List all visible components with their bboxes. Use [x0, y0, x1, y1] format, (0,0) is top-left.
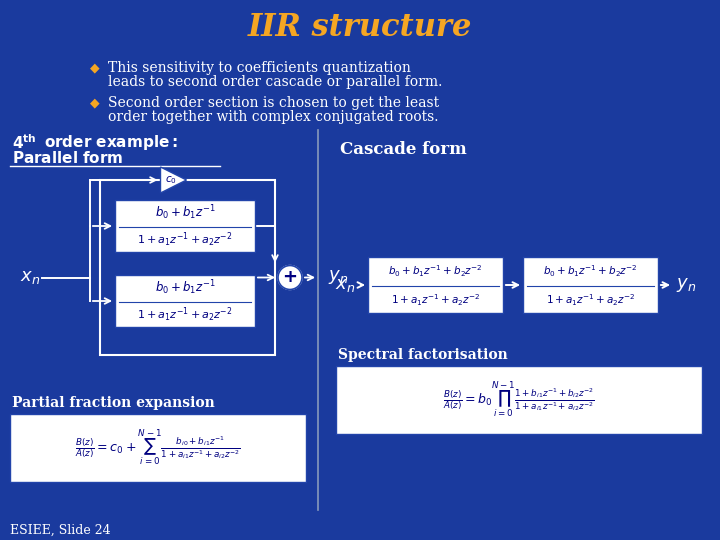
FancyBboxPatch shape [523, 257, 658, 313]
Text: This sensitivity to coefficients quantization: This sensitivity to coefficients quantiz… [108, 61, 411, 75]
Text: ESIEE, Slide 24: ESIEE, Slide 24 [10, 523, 111, 537]
FancyBboxPatch shape [115, 200, 255, 252]
Text: $x_n$: $x_n$ [335, 276, 355, 294]
Text: Partial fraction expansion: Partial fraction expansion [12, 396, 215, 410]
Text: $\mathbf{Parallel\ form}$: $\mathbf{Parallel\ form}$ [12, 150, 124, 166]
Text: $1 + a_1 z^{-1} + a_2 z^{-2}$: $1 + a_1 z^{-1} + a_2 z^{-2}$ [546, 292, 635, 308]
Text: $b_0 + b_1 z^{-1}$: $b_0 + b_1 z^{-1}$ [155, 204, 215, 222]
Circle shape [278, 266, 302, 289]
Text: ◆: ◆ [90, 97, 99, 110]
Text: leads to second order cascade or parallel form.: leads to second order cascade or paralle… [108, 75, 442, 89]
FancyBboxPatch shape [115, 275, 255, 327]
Text: $\frac{B(z)}{A(z)} = b_0 \prod_{i=0}^{N-1} \frac{1 + b_{i1}z^{-1} + b_{i2}z^{-2}: $\frac{B(z)}{A(z)} = b_0 \prod_{i=0}^{N-… [443, 380, 595, 420]
Text: Second order section is chosen to get the least: Second order section is chosen to get th… [108, 96, 439, 110]
FancyBboxPatch shape [10, 414, 306, 482]
Text: IIR structure: IIR structure [248, 12, 472, 44]
Text: ◆: ◆ [90, 62, 99, 75]
Text: $y_n$: $y_n$ [676, 276, 696, 294]
Text: $y_n$: $y_n$ [328, 268, 348, 287]
Text: $b_0 + b_1 z^{-1} + b_2 z^{-2}$: $b_0 + b_1 z^{-1} + b_2 z^{-2}$ [543, 263, 638, 279]
Text: Spectral factorisation: Spectral factorisation [338, 348, 508, 362]
Text: order together with complex conjugated roots.: order together with complex conjugated r… [108, 110, 438, 124]
Text: $1 + a_1 z^{-1} + a_2 z^{-2}$: $1 + a_1 z^{-1} + a_2 z^{-2}$ [138, 306, 233, 324]
FancyBboxPatch shape [368, 257, 503, 313]
Text: Cascade form: Cascade form [340, 141, 467, 159]
Text: $b_0 + b_1 z^{-1}$: $b_0 + b_1 z^{-1}$ [155, 279, 215, 298]
Text: +: + [282, 268, 297, 287]
Text: $x_n$: $x_n$ [20, 268, 40, 287]
Text: $b_0 + b_1 z^{-1} + b_2 z^{-2}$: $b_0 + b_1 z^{-1} + b_2 z^{-2}$ [388, 263, 483, 279]
FancyBboxPatch shape [336, 366, 702, 434]
Text: $\mathbf{order\ example:}$: $\mathbf{order\ example:}$ [44, 133, 178, 152]
Text: $1 + a_1 z^{-1} + a_2 z^{-2}$: $1 + a_1 z^{-1} + a_2 z^{-2}$ [391, 292, 480, 308]
Text: $1 + a_1 z^{-1} + a_2 z^{-2}$: $1 + a_1 z^{-1} + a_2 z^{-2}$ [138, 231, 233, 249]
Text: $\mathbf{4}^{\mathbf{th}}$: $\mathbf{4}^{\mathbf{th}}$ [12, 133, 37, 152]
Text: $\frac{B(z)}{A(z)} = c_0 + \sum_{i=0}^{N-1} \frac{b_{i0} + b_{i1}z^{-1}}{1 + a_{: $\frac{B(z)}{A(z)} = c_0 + \sum_{i=0}^{N… [75, 428, 241, 468]
Text: $c_0$: $c_0$ [165, 174, 176, 186]
Polygon shape [161, 167, 186, 193]
